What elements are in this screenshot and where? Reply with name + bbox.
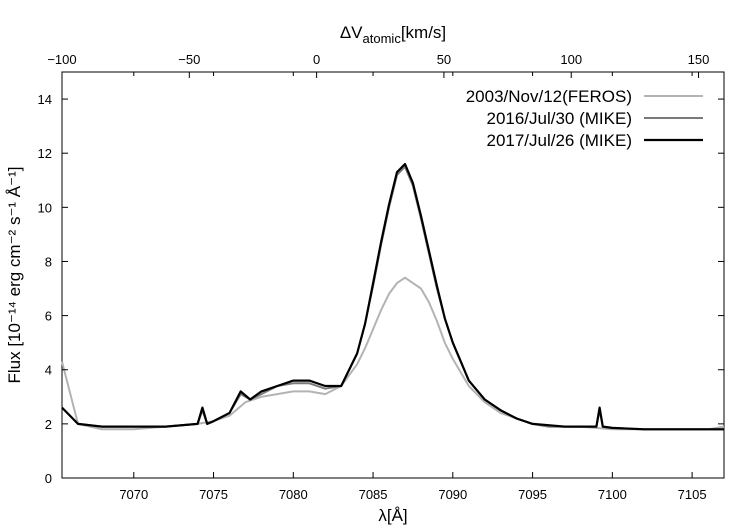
y-axis-label: Flux [10⁻¹⁴ erg cm⁻² s⁻¹ Å⁻¹] <box>5 167 24 384</box>
y-tick-label: 14 <box>38 92 52 107</box>
x2-tick-label: −50 <box>178 52 200 67</box>
ticks-layer: 7070 7075 7080 7085 7090 7095 7100 7105 0 2 4 6 8 10 1… <box>38 52 724 502</box>
x-tick-label: 7075 <box>199 487 228 502</box>
x2-tick-label: 150 <box>688 52 710 67</box>
y-tick-label: 2 <box>45 417 52 432</box>
series-line-1 <box>61 276 725 431</box>
y-tick-label: 6 <box>45 309 52 324</box>
x2-tick-label: 50 <box>437 52 451 67</box>
y-tick-label: 4 <box>45 363 52 378</box>
x-tick-label: 7085 <box>359 487 388 502</box>
legend-label-2: 2016/Jul/30 (MIKE) <box>486 109 632 128</box>
series-line-2 <box>61 165 724 431</box>
x-tick-label: 7105 <box>678 487 707 502</box>
y-tick-label: 8 <box>45 254 52 269</box>
series-line-3 <box>61 162 724 431</box>
x2-tick-label: 0 <box>313 52 320 67</box>
x-tick-label: 7095 <box>518 487 547 502</box>
legend: 2003/Nov/12(FEROS) 2016/Jul/30 (MIKE) 2017… <box>466 87 703 150</box>
x2-tick-label: 100 <box>560 52 582 67</box>
x-tick-label: 7100 <box>598 487 627 502</box>
x2-axis-label: ΔVatomic[km/s] <box>340 23 446 46</box>
x-tick-label: 7070 <box>119 487 148 502</box>
y-tick-label: 12 <box>38 146 52 161</box>
x-axis-label: λ[Å] <box>378 506 407 525</box>
x2-tick-label: −100 <box>47 52 76 67</box>
legend-label-3: 2017/Jul/26 (MIKE) <box>486 131 632 150</box>
y-tick-label: 10 <box>38 200 52 215</box>
series-layer <box>61 162 725 431</box>
plot-frame <box>61 71 725 479</box>
legend-label-1: 2003/Nov/12(FEROS) <box>466 87 632 106</box>
x-tick-label: 7080 <box>279 487 308 502</box>
x-tick-label: 7090 <box>438 487 467 502</box>
y-tick-label: 0 <box>45 471 52 486</box>
